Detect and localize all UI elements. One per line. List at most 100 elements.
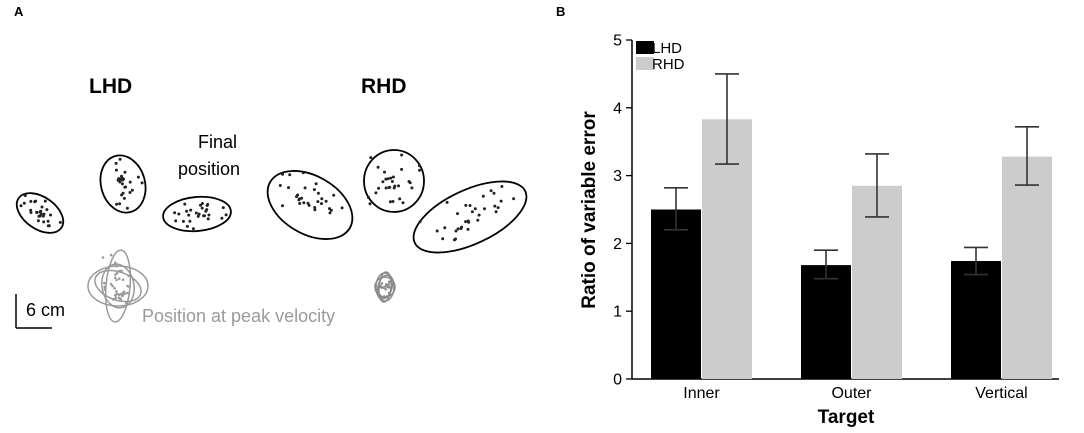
peak-velocity-point [386,285,390,289]
bar-lhd-outer [801,265,851,379]
y-tick-label: 2 [613,236,622,253]
trial-point [287,186,290,190]
peak-velocity-point [128,285,131,289]
x-tick-label: Outer [831,385,872,402]
confidence-ellipse [162,195,232,233]
final-position-label-line1: Final [198,132,237,152]
trial-point [297,197,301,201]
trial-point [177,212,181,216]
trial-point [312,188,316,192]
trial-point [206,217,210,221]
peak-velocity-point [385,295,389,298]
trial-point [298,202,302,205]
trial-point [288,173,292,177]
trial-point [483,207,486,211]
trial-point [464,220,468,224]
trial-point [368,202,372,206]
peak-velocity-point [116,292,119,296]
trial-point [481,194,485,198]
trial-point [191,227,195,231]
trial-point [207,213,211,217]
final-position-cluster [162,195,232,233]
legend-label-lhd: LHD [652,40,682,57]
peak-velocity-point [117,277,121,280]
legend-swatch-lhd [636,41,654,54]
trial-point [386,177,390,181]
peak-velocity-point [126,284,129,288]
trial-point [391,200,395,203]
peak-velocity-point [103,281,106,285]
trial-point [441,237,445,241]
peak-velocity-label: Position at peak velocity [142,306,335,326]
trial-point [128,191,132,194]
bar-rhd-outer [852,185,902,379]
trial-point [118,157,122,161]
trial-point [314,182,318,186]
y-tick-label: 1 [613,304,622,321]
trial-point [281,172,285,176]
trial-point [454,237,457,241]
y-tick-label: 5 [613,33,622,50]
trial-point [435,229,439,233]
trial-point [316,191,320,195]
trial-point [36,219,40,223]
trial-point [468,204,472,207]
trial-point [173,211,177,215]
error-bar-lhd-vertical [964,246,988,276]
trial-point [332,193,336,197]
peak-velocity-point [115,290,118,293]
trial-point [391,175,395,179]
peak-velocity-point [109,253,113,257]
trial-point [181,219,185,223]
trial-point [369,156,373,160]
trial-point [185,209,189,213]
x-ticks: Inner Outer Vertical [683,385,1027,402]
peak-velocity-point [114,296,118,299]
y-tick-label: 0 [613,372,622,389]
peak-velocity-point [118,293,121,297]
trial-point [302,201,306,205]
peak-velocity-point [113,287,116,290]
trial-point [467,220,471,224]
trial-point [128,180,132,184]
trial-point [38,210,42,214]
final-position-cluster [99,154,147,214]
trial-point [46,224,50,228]
trial-point [377,186,381,190]
trial-point [320,197,324,201]
trial-point [456,212,459,216]
trial-point [464,203,468,207]
final-position-cluster [266,170,354,240]
peak-velocity-ellipse [101,263,135,309]
peak-velocity-point [115,278,118,282]
peak-velocity-point [120,269,123,273]
confidence-ellipse [15,192,65,234]
trial-point [473,207,477,211]
trial-point [220,216,224,220]
trial-point [194,211,198,215]
peak-velocity-point [387,280,391,284]
y-tick-label: 3 [613,168,622,185]
trial-point [374,191,378,195]
trial-point [123,170,127,174]
bars [651,119,1052,380]
peak-velocity-cluster [87,249,149,323]
peak-velocity-point [380,282,384,285]
bar-lhd-vertical [951,261,1001,379]
trial-point [384,186,388,190]
trial-point [443,226,447,230]
trial-point [313,206,317,209]
trial-point [296,193,300,197]
panel-b-letter: B [556,4,565,19]
confidence-ellipse [412,180,528,254]
trial-point [200,206,204,210]
y-axis-title: Ratio of variable error [579,111,600,309]
trial-point [418,164,421,168]
panel-a: A LHD RHD Final position Position at pea… [14,4,528,329]
bar-rhd-vertical [1002,156,1052,379]
trial-point [388,200,392,204]
trial-point [340,206,344,210]
trial-point [122,196,126,200]
trial-point [202,214,206,218]
